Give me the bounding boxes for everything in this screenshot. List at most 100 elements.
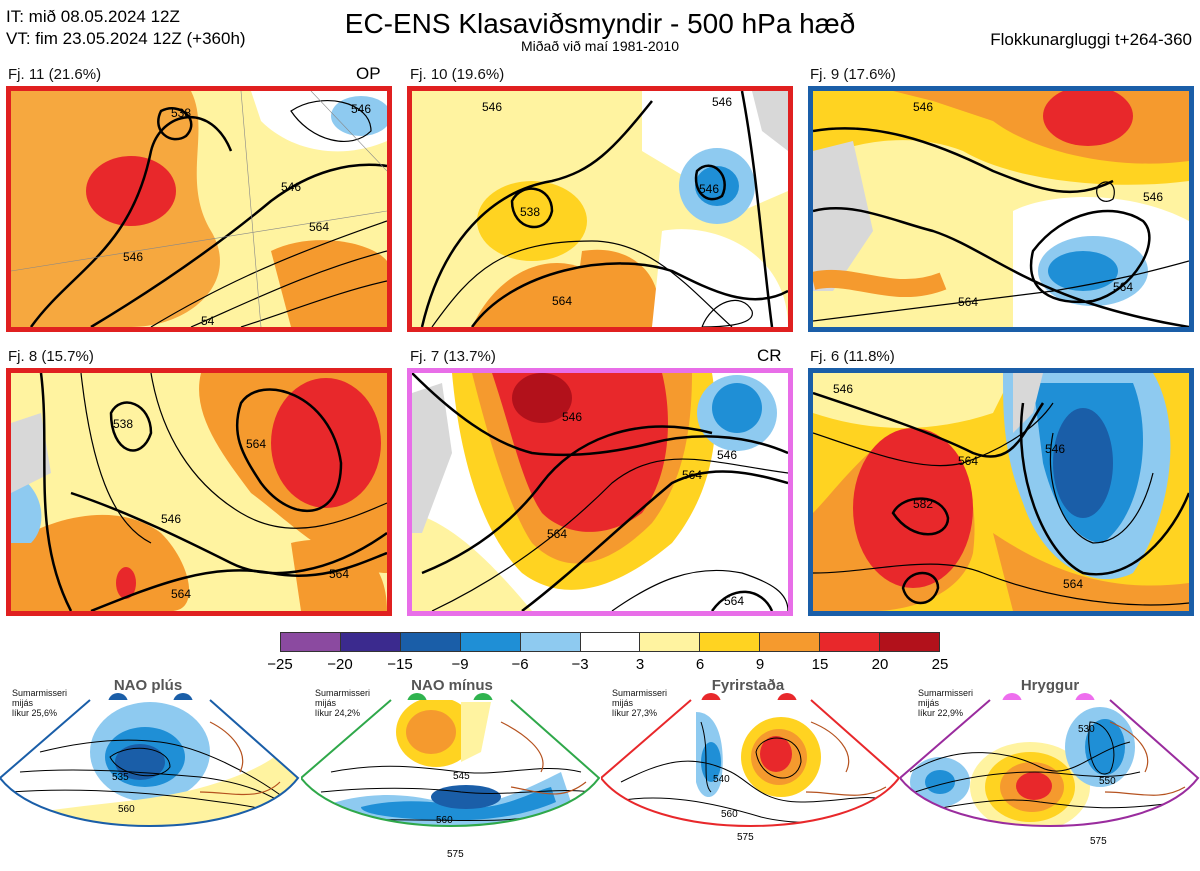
regime-3-name: Fyrirstaða [711, 677, 785, 694]
panel-3-contour-label: 564 [958, 295, 978, 309]
colorbar-tick: −9 [451, 656, 469, 673]
cluster-map-panel-3[interactable]: 546 546 564 564 [808, 86, 1194, 332]
regime-2-note-line: líkur 24,2% [315, 708, 361, 718]
regime-3-note-line: mijás [612, 698, 634, 708]
panel-1-contour-label: 538 [171, 106, 191, 120]
classification-window: Flokkunargluggi t+264-360 [990, 30, 1192, 49]
regime-4-contour-label: 550 [1099, 776, 1116, 787]
init-time-line: IT: mið 08.05.2024 12Z [6, 7, 180, 26]
colorbar-tick: −6 [511, 656, 529, 673]
cluster-map-panel-1[interactable]: 546 538 546 564 54 546 [6, 86, 392, 332]
cluster-map-panel-2[interactable]: 546 538 546 546 564 [407, 86, 793, 332]
regime-4-note-line: mijás [918, 698, 940, 708]
colorbar-tick: −15 [387, 656, 413, 673]
page-subtitle: Miðað við maí 1981-2010 [521, 38, 679, 54]
regime-1-note-line: líkur 25,6% [12, 708, 58, 718]
colorbar-tick: 3 [635, 656, 645, 673]
cluster-map-3-svg: 546 546 564 564 [813, 91, 1189, 327]
regime-2-note: Sumarmisseri mijás líkur 24,2% [315, 688, 370, 718]
regime-4-contour-label: 575 [1090, 836, 1107, 847]
regime-2-note-line: mijás [315, 698, 337, 708]
regime-1-contour-label: 535 [112, 772, 129, 783]
page-title: EC-ENS Klasaviðsmyndir - 500 hPa hæð [344, 8, 856, 39]
panel-2-contour-label: 546 [482, 100, 502, 114]
regime-3-note: Sumarmisseri mijás líkur 27,3% [612, 688, 667, 718]
regime-3-map[interactable]: 540 560 575 [601, 692, 901, 870]
colorbar-segment [700, 633, 761, 651]
regime-1-note-line: mijás [12, 698, 34, 708]
panel-6-contour-label: 564 [1063, 577, 1083, 591]
regime-3-contour-label: 575 [737, 832, 754, 843]
regime-2-map[interactable]: 545 560 575 [301, 692, 601, 870]
panel-6-contour-label: 546 [833, 382, 853, 396]
regime-4-note-line: líkur 22,9% [918, 708, 964, 718]
panel-6-contour-label: 582 [913, 497, 933, 511]
cluster-map-4-svg: 538 564 546 564 564 [11, 373, 387, 611]
panel-1-contour-label: 54 [201, 314, 215, 327]
cluster-map-2-svg: 546 538 546 546 564 [412, 91, 788, 327]
regime-3-contour-label: 560 [721, 809, 738, 820]
colorbar-tick: 6 [695, 656, 705, 673]
panel-5-contour-label: 546 [717, 448, 737, 462]
regime-1-note-line: Sumarmisseri [12, 688, 68, 698]
panel-4-contour-label: 564 [329, 567, 349, 581]
valid-time-line: VT: fim 23.05.2024 12Z (+360h) [6, 29, 246, 48]
regime-3-note-line: líkur 27,3% [612, 708, 658, 718]
colorbar-segment [640, 633, 701, 651]
anomaly-colorbar [280, 632, 940, 652]
regime-1-map[interactable]: 535 560 [0, 692, 300, 870]
cluster-map-panel-6[interactable]: 546 564 546 582 564 [808, 368, 1194, 616]
colorbar-tick: −3 [571, 656, 589, 673]
cluster-map-panel-4[interactable]: 538 564 546 564 564 [6, 368, 392, 616]
panel-2-contour-label: 538 [520, 205, 540, 219]
panel-2-contour-label: 546 [699, 182, 719, 196]
colorbar-segment [820, 633, 881, 651]
colorbar-segment [400, 633, 461, 651]
colorbar-tick: 25 [931, 656, 949, 673]
panel-6-label: Fj. 6 (11.8%) [810, 348, 895, 365]
regime-2-contour-label: 560 [436, 815, 453, 826]
regime-4-name: Hryggur [1020, 677, 1080, 694]
colorbar-segment [760, 633, 821, 651]
panel-1-contour-label: 546 [351, 102, 371, 116]
cluster-map-6-svg: 546 564 546 582 564 [813, 373, 1189, 611]
regime-2-contour-label: 545 [453, 771, 470, 782]
colorbar-segment [580, 633, 641, 651]
regime-1-note: Sumarmisseri mijás líkur 25,6% [12, 688, 67, 718]
panel-4-contour-label: 538 [113, 417, 133, 431]
panel-2-label: Fj. 10 (19.6%) [410, 66, 505, 83]
regime-2-contour-label: 575 [447, 849, 464, 860]
panel-1-label: Fj. 11 (21.6%) [8, 66, 102, 83]
regime-2-note-line: Sumarmisseri [315, 688, 371, 698]
panel-3-label: Fj. 9 (17.6%) [810, 66, 896, 83]
panel-4-label: Fj. 8 (15.7%) [8, 348, 94, 365]
regime-4-map[interactable]: 530 550 575 [900, 692, 1200, 870]
regime-4-note-line: Sumarmisseri [918, 688, 974, 698]
regime-1-name: NAO plús [113, 677, 183, 694]
regime-3-contour-label: 540 [713, 774, 730, 785]
regime-2-name: NAO mínus [411, 677, 493, 694]
panel-4-contour-label: 564 [171, 587, 191, 601]
cluster-map-5-svg: 546 546 564 564 564 [412, 373, 788, 611]
cluster-map-panel-5[interactable]: 546 546 564 564 564 [407, 368, 793, 616]
panel-5-tag: CR [757, 346, 782, 365]
colorbar-tick: −20 [327, 656, 353, 673]
colorbar-segment [281, 633, 341, 651]
panel-2-contour-label: 564 [552, 294, 572, 308]
panel-4-contour-label: 546 [161, 512, 181, 526]
colorbar-segment [340, 633, 401, 651]
colorbar-segment [460, 633, 521, 651]
panel-6-contour-label: 564 [958, 454, 978, 468]
panel-5-contour-label: 564 [724, 594, 744, 608]
panel-4-contour-label: 564 [246, 437, 266, 451]
regime-4-note: Sumarmisseri mijás líkur 22,9% [918, 688, 973, 718]
panel-1-tag: OP [356, 64, 381, 83]
colorbar-tick: 20 [871, 656, 889, 673]
panel-3-contour-label: 546 [913, 100, 933, 114]
panel-3-contour-label: 546 [1143, 190, 1163, 204]
colorbar-segment [880, 633, 939, 651]
panel-5-contour-label: 546 [562, 410, 582, 424]
panel-6-contour-label: 546 [1045, 442, 1065, 456]
panel-3-contour-label: 564 [1113, 280, 1133, 294]
init-time-block: IT: mið 08.05.2024 12Z VT: fim 23.05.202… [6, 6, 246, 50]
